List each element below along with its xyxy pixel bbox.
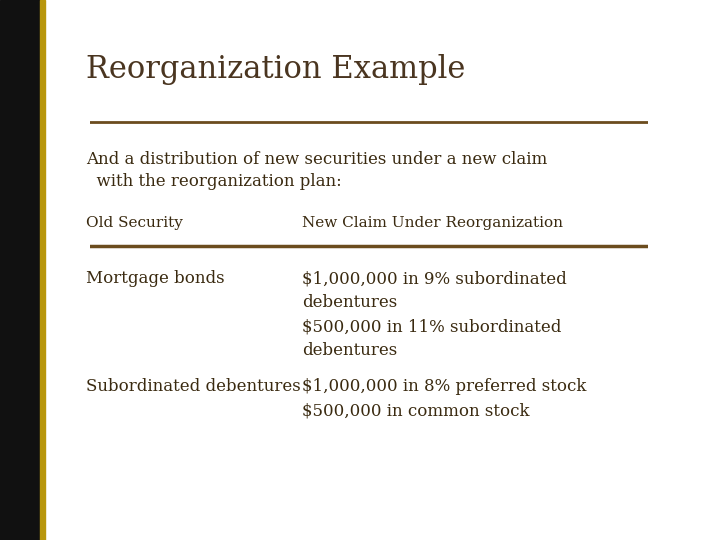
Text: And a distribution of new securities under a new claim
  with the reorganization: And a distribution of new securities und… [86, 151, 548, 191]
Text: Reorganization Example: Reorganization Example [86, 54, 466, 85]
Text: $1,000,000 in 9% subordinated
debentures
$500,000 in 11% subordinated
debentures: $1,000,000 in 9% subordinated debentures… [302, 270, 567, 360]
Text: 31-17: 31-17 [0, 24, 40, 37]
Text: Old Security: Old Security [86, 216, 184, 230]
Text: New Claim Under Reorganization: New Claim Under Reorganization [302, 216, 563, 230]
Text: Subordinated debentures: Subordinated debentures [86, 378, 301, 395]
Text: $1,000,000 in 8% preferred stock
$500,000 in common stock: $1,000,000 in 8% preferred stock $500,00… [302, 378, 587, 419]
Text: Mortgage bonds: Mortgage bonds [86, 270, 225, 287]
